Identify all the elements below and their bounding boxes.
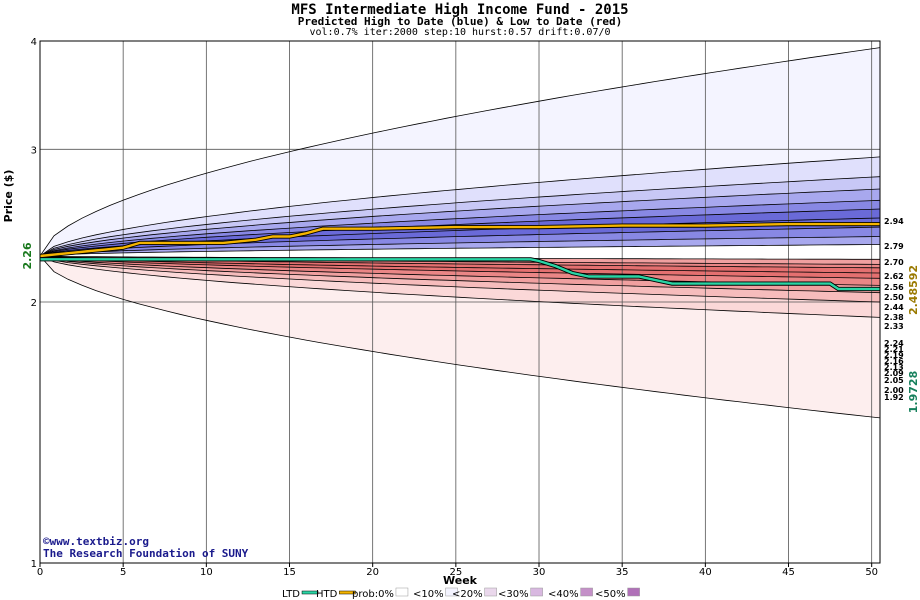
high-band <box>40 189 880 256</box>
high-envelope-label: 2.44 <box>884 303 904 312</box>
grid-lines <box>40 41 880 563</box>
x-tick-label: 0 <box>37 567 43 578</box>
start-value-label: 2.26 <box>21 242 34 269</box>
x-tick-label: 45 <box>782 567 795 578</box>
envelope-line <box>39 255 881 303</box>
ltd-line <box>40 258 880 291</box>
low-band <box>40 256 880 302</box>
high-band <box>40 200 880 256</box>
legend-label: <30% <box>498 589 529 600</box>
legend: LTD HTD prob:0% <10% <20% <30% <40% <50% <box>282 587 640 600</box>
low-envelope-label: 2.21 <box>884 345 904 354</box>
chart-title: MFS Intermediate High Income Fund - 2015 <box>291 2 629 18</box>
ltd-final-label: 1.9728 <box>907 371 920 413</box>
high-band <box>40 156 880 256</box>
envelope-line <box>39 236 881 257</box>
x-tick-label: 35 <box>616 567 629 578</box>
high-band <box>40 227 880 256</box>
low-envelope-label: 1.92 <box>884 393 904 402</box>
probability-bands <box>40 47 880 418</box>
y-tick-label: 3 <box>31 145 37 156</box>
envelope-line <box>39 226 881 257</box>
envelope-line <box>39 255 881 274</box>
envelope-line <box>39 255 881 318</box>
x-tick-label: 50 <box>865 567 878 578</box>
legend-label: prob:0% <box>352 589 394 600</box>
low-envelope-label: 2.09 <box>884 369 904 378</box>
legend-swatch <box>339 590 356 595</box>
x-axis-label: Week <box>443 574 478 587</box>
high-envelope-label: 2.70 <box>884 258 904 267</box>
high-envelope-label: 2.38 <box>884 313 904 322</box>
chart-parameters: vol:0.7% iter:2000 step:10 hurst:0.57 dr… <box>309 27 611 38</box>
high-band <box>40 236 880 256</box>
envelope-line <box>39 176 881 257</box>
legend-label: <40% <box>548 589 579 600</box>
low-envelope-label: 2.24 <box>884 339 904 348</box>
low-envelope-label: 2.13 <box>884 363 904 372</box>
low-band <box>40 256 880 418</box>
y-tick-label: 4 <box>31 37 37 48</box>
htd-final-label: 2.48592 <box>907 265 920 315</box>
high-band <box>40 47 880 256</box>
legend-swatch <box>301 590 319 595</box>
htd-line <box>39 222 880 258</box>
high-envelope-label: 2.33 <box>884 322 904 331</box>
legend-swatch <box>627 587 640 597</box>
envelope-line <box>39 208 881 257</box>
y-tick-label: 2 <box>31 298 37 309</box>
x-tick-label: 25 <box>449 567 462 578</box>
right-value-labels: 2.94 2.79 2.70 2.62 2.562.502.442.382.33 2.24… <box>884 217 920 413</box>
x-tick-label: 20 <box>366 567 379 578</box>
legend-label: LTD <box>282 589 300 600</box>
legend-swatch <box>530 587 543 597</box>
credit-line-1: ©www.textbiz.org <box>43 535 149 548</box>
plot-border <box>39 40 881 564</box>
legend-swatch <box>445 587 458 597</box>
envelope-line <box>39 255 881 279</box>
legend-label: <20% <box>452 589 483 600</box>
legend-swatch <box>395 587 409 597</box>
low-envelope-label: 2.16 <box>884 357 904 366</box>
high-envelope-label: 2.79 <box>884 242 904 251</box>
low-envelope-label: 2.05 <box>884 376 904 385</box>
y-axis-label: Price ($) <box>2 170 15 223</box>
legend-label: <10% <box>413 589 444 600</box>
low-band <box>40 256 880 279</box>
legend-swatch <box>580 587 593 597</box>
low-envelope-label: 2.00 <box>884 386 904 395</box>
envelope-line <box>39 188 881 257</box>
x-tick-label: 5 <box>120 567 126 578</box>
envelope-line <box>39 255 881 294</box>
legend-label: HTD <box>316 589 338 600</box>
high-envelope-label: 2.62 <box>884 272 904 281</box>
legend-swatch <box>484 587 497 597</box>
low-band <box>40 256 880 273</box>
envelope-line <box>39 255 881 419</box>
axis-ticks: 0 5 10 15 20 25 30 35 40 45 50 1 2 3 4 Week Price ($) 2.2… <box>2 37 878 587</box>
chart-subtitle: Predicted High to Date (blue) & Low to D… <box>297 15 623 28</box>
high-band <box>40 176 880 256</box>
x-tick-label: 40 <box>699 567 712 578</box>
envelope-line <box>39 156 881 257</box>
high-envelope-label: 2.56 <box>884 283 904 292</box>
high-envelope-label: 2.50 <box>884 293 904 302</box>
x-tick-label: 10 <box>200 567 213 578</box>
series-lines <box>39 222 880 292</box>
high-envelope-label: 2.94 <box>884 217 904 226</box>
x-tick-label: 15 <box>283 567 296 578</box>
envelope-line <box>39 244 881 257</box>
y-tick-label: 1 <box>31 559 37 570</box>
legend-label: <50% <box>595 589 626 600</box>
envelope-line <box>39 199 881 257</box>
credit-line-2: The Research Foundation of SUNY <box>43 547 249 560</box>
envelope-line <box>39 47 881 257</box>
low-envelope-label: 2.19 <box>884 351 904 360</box>
low-band <box>40 256 880 286</box>
high-band <box>40 209 880 256</box>
x-tick-label: 30 <box>533 567 546 578</box>
